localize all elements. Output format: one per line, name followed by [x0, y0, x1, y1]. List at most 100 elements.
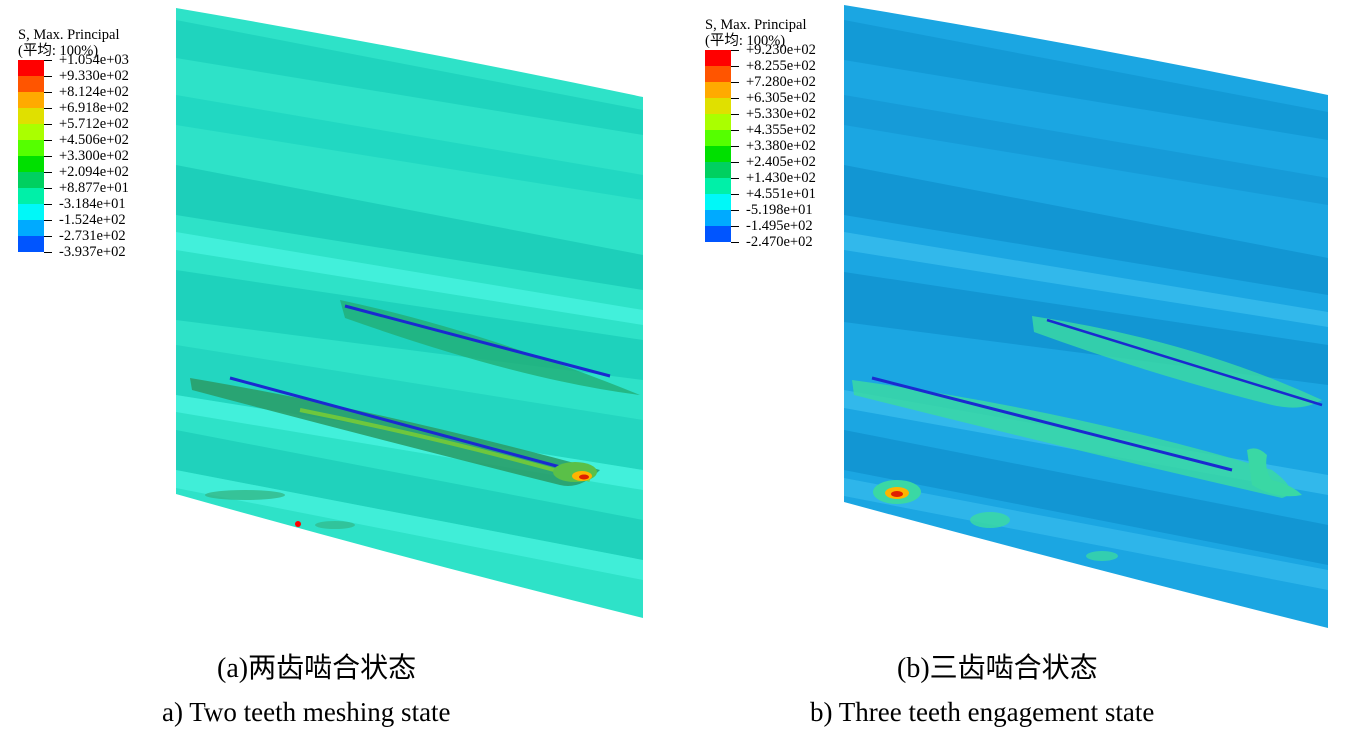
legend-row: +4.506e+02 — [18, 132, 129, 156]
legend-row: +3.380e+02 — [705, 138, 816, 162]
legend-tick — [731, 130, 739, 131]
legend-row: +2.405e+02 — [705, 154, 816, 178]
legend-row: +6.305e+02 — [705, 90, 816, 114]
legend-tick — [44, 252, 52, 253]
legend-value: -1.495e+02 — [746, 218, 813, 234]
legend-tick — [44, 60, 52, 61]
legend-tick — [44, 220, 52, 221]
legend-row: -2.731e+02 -3.937e+02 — [18, 228, 126, 260]
legend-tick — [731, 194, 739, 195]
legend-tick — [44, 76, 52, 77]
legend-color-swatch — [18, 140, 44, 156]
legend-row: +9.230e+02 — [705, 42, 816, 66]
legend-value: +1.430e+02 — [746, 170, 816, 186]
legend-value: -1.524e+02 — [59, 212, 126, 228]
legend-row: +5.712e+02 — [18, 116, 129, 140]
legend-color-swatch — [18, 236, 44, 252]
legend-row: +8.877e+01 — [18, 180, 129, 204]
legend-color-swatch — [705, 178, 731, 194]
legend-value: +4.551e+01 — [746, 186, 816, 202]
caption-chinese-a: (a)两齿啮合状态 — [217, 653, 417, 684]
legend-color-swatch — [705, 130, 731, 146]
legend-scale: +9.230e+02 +8.255e+02 +7.280e+02 +6.305e+02… — [705, 42, 816, 250]
legend-color-swatch — [18, 220, 44, 236]
panel-three-teeth-engagement: S, Max. Principal (平均: 100%) +9.230e+02 +… — [672, 0, 1345, 744]
legend-tick — [731, 210, 739, 211]
legend-value: -2.731e+02 — [59, 228, 126, 244]
legend-value: -2.470e+02 — [746, 234, 813, 250]
legend-color-swatch — [18, 92, 44, 108]
legend-color-swatch — [18, 124, 44, 140]
legend-value: +5.330e+02 — [746, 106, 816, 122]
legend-color-swatch — [18, 76, 44, 92]
caption-english-b: b) Three teeth engagement state — [810, 697, 1155, 727]
legend-value: +8.255e+02 — [746, 58, 816, 74]
legend-row: +1.054e+03 — [18, 52, 129, 76]
legend-row: +4.551e+01 — [705, 186, 816, 210]
legend-tick — [731, 66, 739, 67]
legend-row: -1.524e+02 — [18, 212, 126, 236]
legend-row: +2.094e+02 — [18, 164, 129, 188]
legend-color-swatch — [18, 188, 44, 204]
legend-color-swatch — [705, 66, 731, 82]
legend-value: +6.918e+02 — [59, 100, 129, 116]
legend-tick — [731, 178, 739, 179]
legend-row: +6.918e+02 — [18, 100, 129, 124]
legend-color-swatch — [705, 146, 731, 162]
legend-row: +9.330e+02 — [18, 68, 129, 92]
legend-tick — [44, 140, 52, 141]
legend-row: +8.124e+02 — [18, 84, 129, 108]
legend-color-swatch — [18, 108, 44, 124]
legend-value: +7.280e+02 — [746, 74, 816, 90]
stress-contour-plot-b — [844, 5, 1328, 628]
legend-tick — [731, 50, 739, 51]
legend-color-swatch — [705, 82, 731, 98]
legend-row: +5.330e+02 — [705, 106, 816, 130]
legend-averaging: (平均: 100%) — [18, 43, 99, 59]
legend-tick — [44, 156, 52, 157]
legend-title: S, Max. Principal — [18, 27, 120, 43]
legend-value: +3.380e+02 — [746, 138, 816, 154]
legend-value: +2.405e+02 — [746, 154, 816, 170]
legend-scale: +1.054e+03 +9.330e+02 +8.124e+02 +6.918e+02… — [18, 52, 129, 260]
legend-value: +8.877e+01 — [59, 180, 129, 196]
legend-value: +9.330e+02 — [59, 68, 129, 84]
legend-row: -3.184e+01 — [18, 196, 126, 220]
legend-row: +1.430e+02 — [705, 170, 816, 194]
legend-tick — [731, 114, 739, 115]
caption-english-a: a) Two teeth meshing state — [162, 697, 451, 727]
legend-value: +1.054e+03 — [59, 52, 129, 68]
legend-averaging: (平均: 100%) — [705, 33, 786, 49]
legend-color-swatch — [18, 204, 44, 220]
legend-tick — [44, 92, 52, 93]
legend-color-swatch — [705, 98, 731, 114]
legend-tick — [731, 242, 739, 243]
legend-color-swatch — [705, 114, 731, 130]
legend-value: -3.184e+01 — [59, 196, 126, 212]
legend-tick — [44, 108, 52, 109]
legend-value: +3.300e+02 — [59, 148, 129, 164]
stress-contour-plot-a — [176, 8, 643, 618]
legend-value: +2.094e+02 — [59, 164, 129, 180]
legend-row: +7.280e+02 — [705, 74, 816, 98]
legend-tick — [731, 82, 739, 83]
legend-row: +4.355e+02 — [705, 122, 816, 146]
legend-value: -5.198e+01 — [746, 202, 813, 218]
legend-tick — [44, 188, 52, 189]
legend-tick — [44, 236, 52, 237]
stress-legend-a: S, Max. Principal (平均: 100%) +1.054e+03 +… — [18, 27, 129, 260]
legend-color-swatch — [705, 194, 731, 210]
legend-color-swatch — [705, 50, 731, 66]
legend-row: -5.198e+01 — [705, 202, 813, 226]
legend-color-swatch — [18, 172, 44, 188]
legend-title: S, Max. Principal — [705, 17, 807, 33]
legend-tick — [731, 146, 739, 147]
stress-legend-b: S, Max. Principal (平均: 100%) +9.230e+02 +… — [705, 17, 816, 250]
legend-color-swatch — [18, 60, 44, 76]
legend-row: +8.255e+02 — [705, 58, 816, 82]
legend-color-swatch — [705, 162, 731, 178]
legend-value: +9.230e+02 — [746, 42, 816, 58]
legend-value: +4.355e+02 — [746, 122, 816, 138]
legend-tick — [731, 162, 739, 163]
legend-value: +5.712e+02 — [59, 116, 129, 132]
